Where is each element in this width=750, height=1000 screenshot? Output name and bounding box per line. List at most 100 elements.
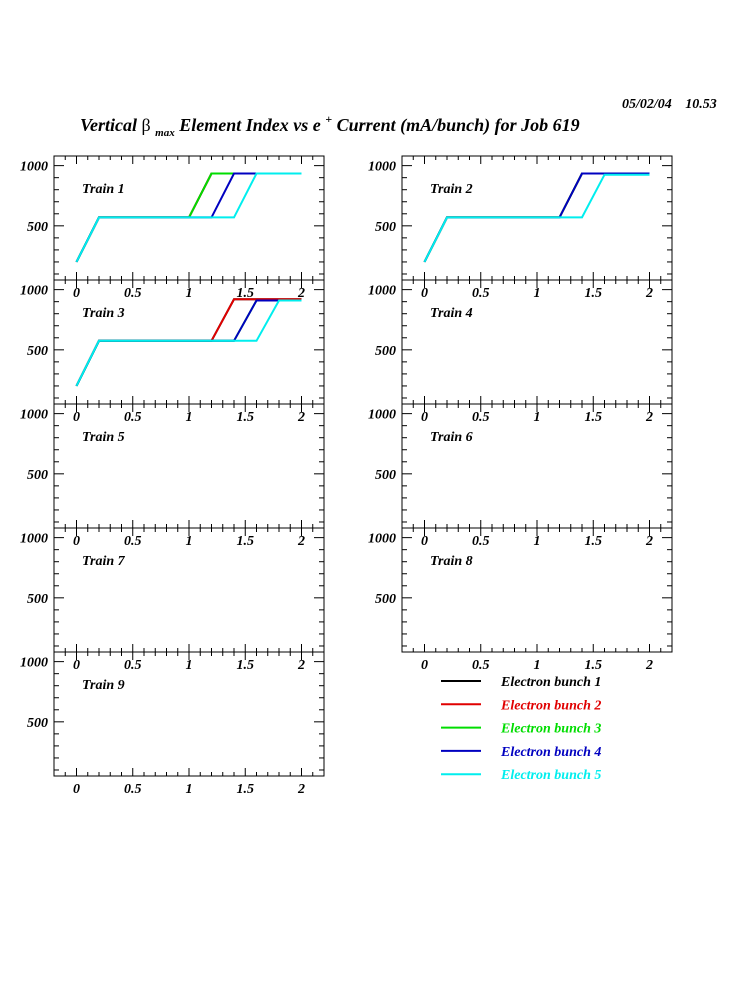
x-tick-label: 0 bbox=[73, 410, 80, 425]
x-tick-label: 2 bbox=[645, 658, 653, 673]
x-tick-label: 0 bbox=[73, 658, 80, 673]
y-tick-label: 500 bbox=[27, 344, 48, 359]
x-tick-label: 1.5 bbox=[237, 410, 255, 425]
panel-train-1: 500 1000 0 0.5 1 1.5 2 Train 1 bbox=[20, 155, 325, 301]
x-tick-label: 1 bbox=[186, 286, 193, 301]
title-subscript: max bbox=[155, 127, 175, 139]
y-tick-label: 1000 bbox=[368, 160, 396, 175]
legend-label: Electron bunch 3 bbox=[500, 722, 601, 737]
y-tick-label: 500 bbox=[375, 468, 396, 483]
x-tick-label: 2 bbox=[297, 782, 305, 797]
panel-train-3: 500 1000 0 0.5 1 1.5 2 Train 3 bbox=[20, 279, 325, 425]
y-tick-label: 500 bbox=[27, 220, 48, 235]
legend: Electron bunch 1 Electron bunch 2 Electron… bbox=[441, 675, 601, 783]
x-tick-label: 1.5 bbox=[585, 286, 603, 301]
x-tick-label: 2 bbox=[297, 658, 305, 673]
y-tick-label: 1000 bbox=[20, 532, 48, 547]
legend-label: Electron bunch 1 bbox=[500, 675, 601, 690]
y-tick-label: 500 bbox=[375, 592, 396, 607]
x-tick-label: 1 bbox=[534, 534, 541, 549]
x-tick-label: 0 bbox=[73, 534, 80, 549]
x-tick-label: 0 bbox=[421, 410, 428, 425]
x-tick-label: 1 bbox=[186, 658, 193, 673]
x-tick-label: 1 bbox=[534, 410, 541, 425]
x-tick-label: 2 bbox=[297, 286, 305, 301]
title-mid: Element Index vs e bbox=[178, 115, 321, 135]
x-tick-label: 0.5 bbox=[472, 534, 490, 549]
legend-entry: Electron bunch 3 bbox=[441, 722, 601, 737]
panel-label: Train 4 bbox=[430, 306, 473, 321]
x-tick-label: 1 bbox=[534, 286, 541, 301]
x-tick-label: 0 bbox=[421, 534, 428, 549]
panel-label: Train 8 bbox=[430, 554, 473, 569]
y-tick-label: 500 bbox=[27, 592, 48, 607]
y-tick-label: 1000 bbox=[20, 408, 48, 423]
x-tick-label: 0 bbox=[73, 286, 80, 301]
series-line-bunch-5 bbox=[75, 172, 302, 263]
panel-label: Train 9 bbox=[82, 678, 125, 693]
y-tick-label: 500 bbox=[375, 220, 396, 235]
x-tick-label: 1.5 bbox=[237, 658, 255, 673]
title-prefix: Vertical bbox=[80, 115, 142, 135]
legend-label: Electron bunch 4 bbox=[500, 745, 601, 760]
series-line-bunch-5 bbox=[75, 299, 302, 387]
x-tick-label: 0.5 bbox=[124, 410, 142, 425]
y-tick-label: 1000 bbox=[20, 284, 48, 299]
legend-entry: Electron bunch 4 bbox=[441, 745, 601, 760]
y-tick-label: 1000 bbox=[20, 160, 48, 175]
time: 10.53 bbox=[685, 97, 717, 112]
x-tick-label: 1.5 bbox=[237, 534, 255, 549]
panel-train-9: 500 1000 0 0.5 1 1.5 2 Train 9 bbox=[20, 651, 325, 797]
y-tick-label: 500 bbox=[27, 468, 48, 483]
panel-label: Train 5 bbox=[82, 430, 125, 445]
x-tick-label: 1.5 bbox=[237, 782, 255, 797]
x-tick-label: 1.5 bbox=[585, 410, 603, 425]
x-tick-label: 1.5 bbox=[585, 534, 603, 549]
y-tick-label: 500 bbox=[375, 344, 396, 359]
x-tick-label: 2 bbox=[645, 534, 653, 549]
x-tick-label: 2 bbox=[297, 534, 305, 549]
x-tick-label: 0.5 bbox=[472, 410, 490, 425]
date-stamp: 05/02/04 10.53 bbox=[622, 97, 717, 112]
x-tick-label: 0 bbox=[73, 782, 80, 797]
panel-label: Train 6 bbox=[430, 430, 473, 445]
series-line-bunch-5 bbox=[423, 173, 650, 263]
y-tick-label: 1000 bbox=[368, 284, 396, 299]
legend-entry: Electron bunch 1 bbox=[441, 675, 601, 690]
x-tick-label: 0.5 bbox=[124, 286, 142, 301]
x-tick-label: 2 bbox=[645, 410, 653, 425]
panel-train-2: 500 1000 0 0.5 1 1.5 2 Train 2 bbox=[368, 155, 673, 301]
x-tick-label: 1.5 bbox=[237, 286, 255, 301]
x-tick-label: 0 bbox=[421, 286, 428, 301]
y-tick-label: 1000 bbox=[20, 656, 48, 671]
panel-train-5: 500 1000 0 0.5 1 1.5 2 Train 5 bbox=[20, 403, 325, 549]
panel-train-7: 500 1000 0 0.5 1 1.5 2 Train 7 bbox=[20, 527, 325, 673]
panel-label: Train 3 bbox=[82, 306, 125, 321]
x-tick-label: 0.5 bbox=[472, 286, 490, 301]
chart-title: Vertical β max Element Index vs e + Curr… bbox=[80, 107, 580, 140]
x-tick-label: 2 bbox=[297, 410, 305, 425]
x-tick-label: 1 bbox=[534, 658, 541, 673]
y-tick-label: 1000 bbox=[368, 408, 396, 423]
legend-entry: Electron bunch 2 bbox=[441, 698, 601, 713]
y-tick-label: 1000 bbox=[368, 532, 396, 547]
x-tick-label: 0.5 bbox=[124, 658, 142, 673]
legend-entry: Electron bunch 5 bbox=[441, 768, 601, 783]
x-tick-label: 0.5 bbox=[124, 534, 142, 549]
x-tick-label: 0.5 bbox=[472, 658, 490, 673]
x-tick-label: 1 bbox=[186, 534, 193, 549]
x-tick-label: 1 bbox=[186, 410, 193, 425]
x-tick-label: 1.5 bbox=[585, 658, 603, 673]
panel-label: Train 7 bbox=[82, 554, 126, 569]
x-tick-label: 0.5 bbox=[124, 782, 142, 797]
title-superscript: + bbox=[325, 112, 332, 126]
panel-label: Train 1 bbox=[82, 182, 125, 197]
date: 05/02/04 bbox=[622, 97, 672, 112]
x-tick-label: 2 bbox=[645, 286, 653, 301]
panel-train-8: 500 1000 0 0.5 1 1.5 2 Train 8 bbox=[368, 527, 673, 673]
x-tick-label: 0 bbox=[421, 658, 428, 673]
legend-label: Electron bunch 5 bbox=[500, 768, 601, 783]
legend-label: Electron bunch 2 bbox=[500, 698, 601, 713]
